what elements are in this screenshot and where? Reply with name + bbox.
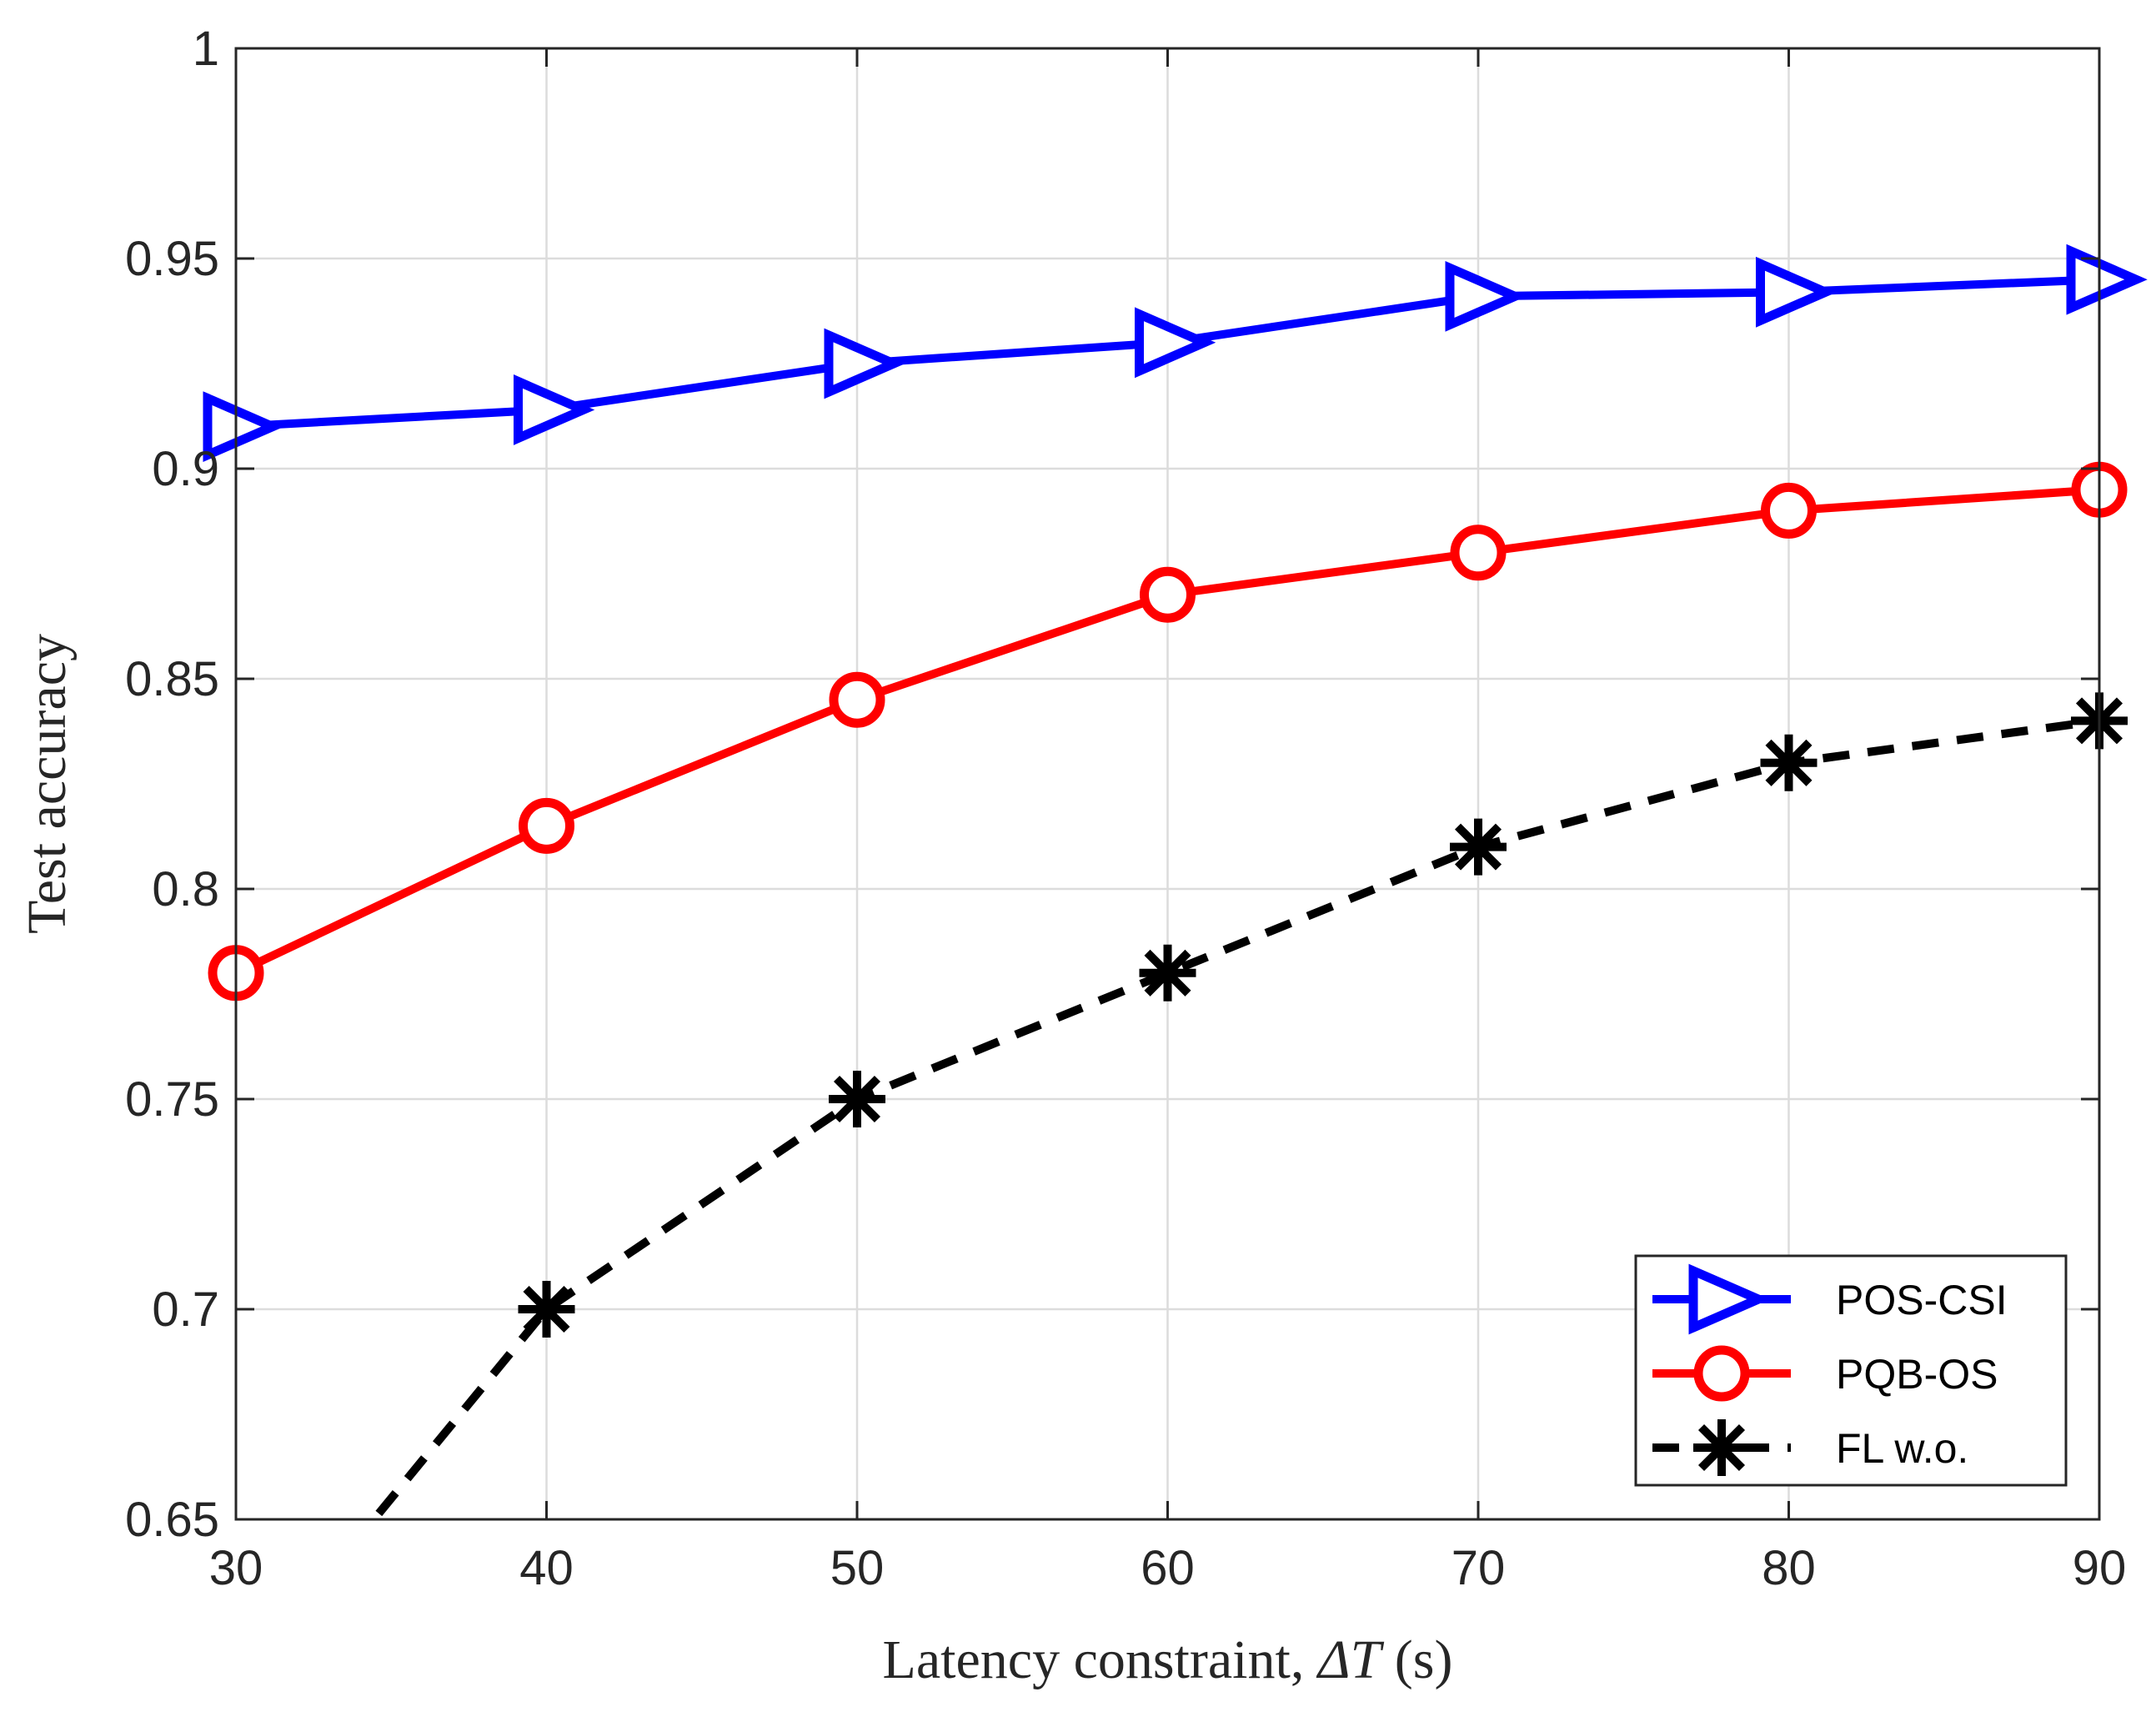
data-point	[1450, 525, 1507, 581]
data-point	[1760, 734, 1818, 791]
legend: POS-CSI PQB-OS FL w.o.	[1634, 1254, 2068, 1487]
y-tick-label: 0.7	[152, 1283, 219, 1337]
legend-item: FL w.o.	[1652, 1419, 1968, 1476]
data-point	[824, 328, 905, 399]
legend-item: PQB-OS	[1652, 1345, 1998, 1402]
data-point	[519, 797, 574, 854]
legend-label: POS-CSI	[1836, 1277, 2008, 1323]
x-tick-label: 50	[830, 1541, 885, 1595]
data-point	[829, 1071, 885, 1127]
y-tick-label: 0.75	[125, 1072, 219, 1127]
x-axis-title: Latency constraint, ΔT (s)	[883, 1629, 1453, 1690]
y-tick-label: 0.8	[152, 862, 219, 916]
y-tick-label: 1	[193, 22, 219, 76]
y-tick-label: 0.85	[125, 652, 219, 706]
legend-label: PQB-OS	[1836, 1351, 1998, 1398]
grid	[236, 48, 2099, 1519]
y-tick-label: 0.95	[125, 232, 219, 286]
data-point	[829, 671, 885, 728]
data-point	[1135, 307, 1216, 379]
legend-marker	[1688, 1263, 1770, 1335]
legend-item: POS-CSI	[1652, 1263, 2008, 1335]
y-tick-label: 0.65	[125, 1493, 219, 1547]
axis-ticks: 30 40 50 60 70 80 90 0.65 0.7 0.75 0.8 0.85 0.9 0.95 1	[125, 22, 2126, 1595]
x-tick-label: 30	[209, 1541, 263, 1595]
data-point	[1139, 944, 1196, 1002]
legend-marker	[1693, 1419, 1750, 1476]
y-axis-title: Test accuracy	[17, 634, 78, 934]
x-tick-label: 80	[1762, 1541, 1816, 1595]
x-tick-label: 40	[519, 1541, 574, 1595]
data-point	[1140, 566, 1196, 623]
data-point	[2066, 243, 2148, 315]
data-point	[514, 374, 595, 445]
data-point	[203, 391, 284, 462]
legend-marker	[1693, 1345, 1750, 1402]
data-point	[1450, 818, 1507, 876]
x-tick-label: 90	[2073, 1541, 2127, 1595]
series-layer	[203, 243, 2148, 1519]
y-tick-label: 0.9	[152, 442, 219, 496]
series-pos-csi	[203, 243, 2148, 462]
data-point	[518, 1281, 575, 1338]
x-tick-label: 70	[1452, 1541, 1506, 1595]
x-tick-label: 60	[1141, 1541, 1195, 1595]
data-point	[1756, 256, 1838, 328]
data-point	[1445, 260, 1527, 332]
data-point	[1761, 482, 1817, 539]
legend-label: FL w.o.	[1836, 1425, 1968, 1472]
